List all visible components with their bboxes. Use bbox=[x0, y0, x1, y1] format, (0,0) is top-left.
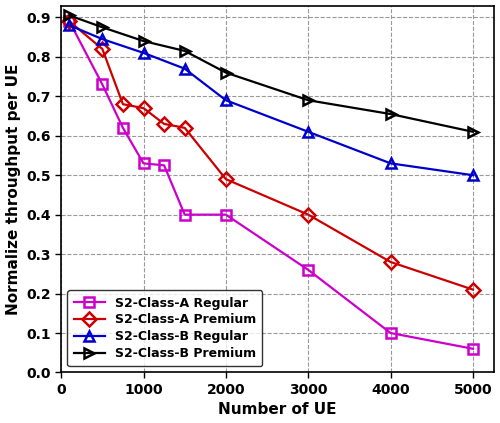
S2-Class-A Regular bbox=[66, 19, 72, 24]
S2-Class-A Premium bbox=[66, 19, 72, 24]
S2-Class-A Regular bbox=[223, 212, 229, 217]
S2-Class-B Regular bbox=[140, 50, 146, 55]
S2-Class-A Premium bbox=[140, 106, 146, 111]
S2-Class-A Regular bbox=[306, 267, 312, 272]
S2-Class-A Premium bbox=[306, 212, 312, 217]
Line: S2-Class-A Regular: S2-Class-A Regular bbox=[64, 16, 478, 354]
S2-Class-A Regular bbox=[120, 125, 126, 130]
S2-Class-B Regular bbox=[223, 98, 229, 103]
Line: S2-Class-B Premium: S2-Class-B Premium bbox=[64, 11, 478, 137]
S2-Class-A Premium bbox=[388, 259, 394, 264]
S2-Class-A Premium bbox=[120, 102, 126, 107]
S2-Class-B Premium bbox=[140, 38, 146, 44]
S2-Class-A Regular bbox=[182, 212, 188, 217]
X-axis label: Number of UE: Number of UE bbox=[218, 402, 336, 418]
Legend: S2-Class-A Regular, S2-Class-A Premium, S2-Class-B Regular, S2-Class-B Premium: S2-Class-A Regular, S2-Class-A Premium, … bbox=[68, 291, 262, 366]
S2-Class-B Regular bbox=[388, 161, 394, 166]
S2-Class-B Regular bbox=[100, 36, 105, 41]
S2-Class-B Premium bbox=[66, 13, 72, 18]
S2-Class-A Regular bbox=[388, 330, 394, 335]
S2-Class-B Regular bbox=[182, 66, 188, 71]
Line: S2-Class-A Premium: S2-Class-A Premium bbox=[64, 16, 478, 294]
S2-Class-A Regular bbox=[470, 346, 476, 352]
S2-Class-B Regular bbox=[306, 129, 312, 135]
Line: S2-Class-B Regular: S2-Class-B Regular bbox=[64, 20, 478, 180]
S2-Class-B Premium bbox=[470, 129, 476, 135]
S2-Class-B Premium bbox=[182, 48, 188, 53]
S2-Class-B Premium bbox=[388, 112, 394, 117]
S2-Class-A Premium bbox=[223, 177, 229, 182]
S2-Class-B Premium bbox=[100, 25, 105, 30]
S2-Class-B Premium bbox=[306, 98, 312, 103]
S2-Class-B Premium bbox=[223, 70, 229, 75]
S2-Class-B Regular bbox=[66, 23, 72, 28]
Y-axis label: Normalize throughput per UE: Normalize throughput per UE bbox=[6, 63, 20, 315]
S2-Class-B Regular bbox=[470, 173, 476, 178]
S2-Class-A Regular bbox=[161, 163, 167, 168]
S2-Class-A Premium bbox=[182, 125, 188, 130]
S2-Class-A Premium bbox=[161, 121, 167, 126]
S2-Class-A Regular bbox=[100, 82, 105, 87]
S2-Class-A Premium bbox=[100, 47, 105, 52]
S2-Class-A Premium bbox=[470, 287, 476, 292]
S2-Class-A Regular bbox=[140, 161, 146, 166]
